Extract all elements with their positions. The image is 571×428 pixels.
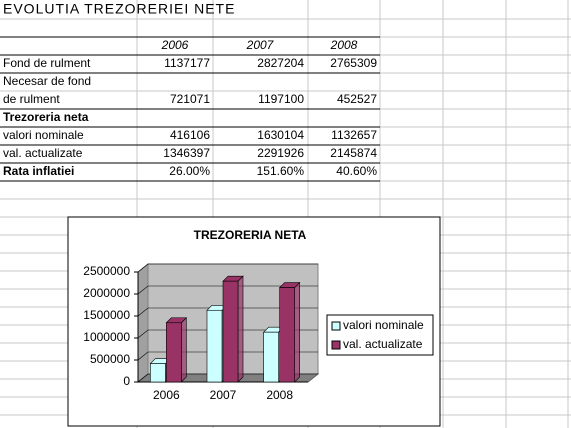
x-tick-label: 2007: [210, 388, 237, 402]
bar: [222, 280, 239, 383]
y-tick-label: 2000000: [83, 286, 130, 300]
grid-line: [137, 329, 318, 339]
bar: [206, 309, 223, 383]
cell-value: 2145874: [330, 146, 377, 160]
cell-value: 1197100: [258, 92, 304, 106]
row-label: valori nominale: [3, 128, 84, 142]
y-tick-label: 0: [123, 374, 130, 388]
grid-line: [137, 373, 318, 383]
grid-line: [137, 263, 318, 273]
cell-value: 2291926: [257, 146, 304, 160]
side-wall: [137, 262, 149, 384]
y-tick-label: 500000: [90, 352, 130, 366]
row-label: Necesar de fond: [3, 74, 91, 88]
y-tick-label: 1500000: [83, 308, 130, 322]
bar-side: [181, 317, 187, 383]
row-label: Rata inflatiei: [3, 164, 74, 178]
y-tick-label: 1000000: [83, 330, 130, 344]
legend-label: valori nominale: [343, 318, 424, 332]
cell-value: 1346397: [163, 146, 210, 160]
cell-value: 1137177: [164, 56, 210, 70]
cell-value: 1630104: [257, 128, 304, 142]
grid-line: [137, 351, 318, 361]
legend-swatch: [331, 340, 341, 350]
legend-box: [326, 314, 434, 356]
grid-line: [137, 285, 318, 295]
legend-swatch: [331, 321, 341, 331]
cell-value: 26.00%: [169, 164, 210, 178]
bar-side: [237, 275, 244, 383]
cell-value: 721071: [170, 92, 210, 106]
cell-value: 452527: [337, 92, 377, 106]
row-label: val. actualizate: [3, 146, 83, 160]
legend-label: val. actualizate: [343, 337, 423, 351]
bar: [279, 287, 295, 383]
cell-value: 416106: [170, 128, 210, 142]
x-tick-label: 2006: [153, 388, 180, 402]
cell-value: 2827204: [257, 56, 304, 70]
x-tick-label: 2008: [266, 388, 293, 402]
cell-value: 1132657: [331, 128, 377, 142]
bar-side: [294, 281, 300, 383]
row-label: de rulment: [3, 92, 60, 106]
y-tick-label: 2500000: [83, 264, 130, 278]
bar: [150, 363, 166, 383]
grid-line: [137, 307, 318, 317]
cell-value: 2765309: [330, 56, 377, 70]
column-header: 2006: [161, 38, 189, 52]
row-label: Fond de rulment: [3, 56, 91, 70]
row-label: Trezoreria neta: [3, 110, 89, 124]
bar: [263, 331, 279, 383]
cell-value: 40.60%: [336, 164, 377, 178]
sheet-title: EVOLUTIA TREZORERIEI NETE: [3, 1, 235, 17]
cell-value: 151.60%: [257, 164, 305, 178]
bar: [166, 322, 182, 383]
column-header: 2007: [246, 38, 275, 52]
chart-title: TREZORERIA NETA: [194, 228, 307, 242]
column-header: 2008: [330, 38, 358, 52]
